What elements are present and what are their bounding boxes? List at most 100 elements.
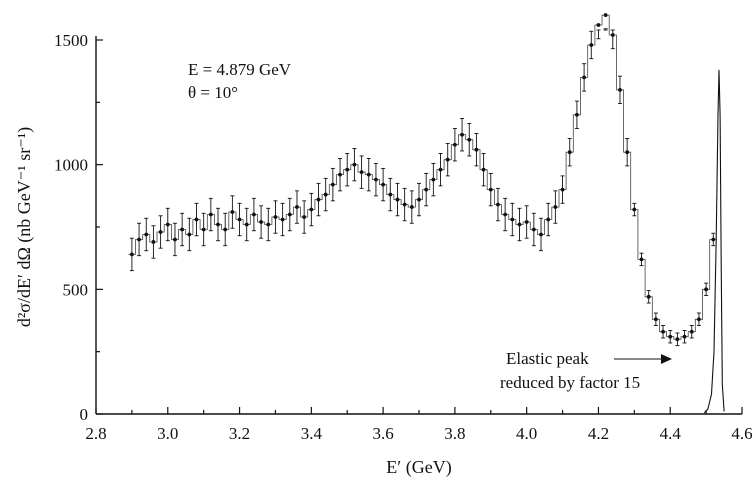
data-point	[546, 217, 551, 222]
data-point	[653, 317, 658, 322]
data-point	[374, 177, 378, 182]
tick-layer	[95, 36, 743, 415]
y-tick-label: 500	[63, 280, 89, 299]
annotation-layer: E = 4.879 GeV θ = 10° Elastic peak reduced …	[188, 60, 672, 392]
data-point	[603, 13, 608, 17]
data-point	[438, 167, 443, 172]
data-point	[632, 207, 637, 212]
data-point	[309, 207, 314, 212]
beam-energy-label: E = 4.879 GeV	[188, 60, 292, 79]
data-point	[596, 23, 601, 27]
data-point	[409, 205, 414, 209]
data-point	[517, 222, 522, 227]
data-point	[689, 329, 694, 334]
data-point	[682, 334, 687, 339]
elastic-peak-layer	[703, 69, 725, 414]
data-point	[359, 170, 364, 175]
data-point	[395, 197, 400, 202]
x-tick-label: 4.4	[660, 424, 682, 443]
data-point	[560, 187, 565, 192]
x-tick-label: 4.6	[731, 424, 752, 443]
data-point	[481, 167, 486, 172]
x-tick-label: 2.8	[85, 424, 106, 443]
data-point	[424, 187, 429, 192]
data-point	[575, 112, 579, 117]
data-point	[646, 294, 651, 299]
data-point	[510, 217, 515, 222]
data-point	[417, 197, 421, 202]
data-point	[208, 212, 213, 217]
data-point	[668, 334, 673, 339]
data-point	[553, 205, 558, 209]
y-tick-label: 0	[80, 405, 89, 424]
data-point	[316, 197, 321, 202]
data-point	[524, 220, 529, 224]
data-point	[589, 43, 594, 47]
data-point	[582, 75, 586, 80]
elastic-peak-label: Elastic peak	[506, 349, 589, 368]
data-point	[216, 222, 220, 227]
x-tick-label: 3.8	[444, 424, 465, 443]
scattering-angle-label: θ = 10°	[188, 83, 238, 102]
step-histogram	[128, 14, 717, 340]
data-point	[474, 147, 479, 152]
data-point	[531, 227, 536, 232]
data-point	[467, 137, 472, 142]
data-point	[488, 187, 493, 192]
data-point	[165, 222, 170, 227]
label-layer: 2.8 3.0 3.2 3.4 3.6 3.8 4.0 4.2 4.4 4.6 0 500 1000 15…	[14, 31, 753, 478]
data-point	[330, 182, 335, 187]
data-point	[345, 167, 350, 172]
data-point	[381, 182, 386, 187]
data-point	[323, 192, 328, 197]
data-point	[129, 252, 134, 257]
data-point	[539, 232, 543, 237]
x-tick-label: 3.2	[229, 424, 250, 443]
data-layer	[128, 13, 717, 346]
data-point	[302, 215, 307, 219]
data-point	[567, 150, 572, 155]
x-tick-label: 3.4	[301, 424, 323, 443]
elastic-factor-label: reduced by factor 15	[500, 373, 640, 392]
data-point	[295, 205, 299, 209]
data-point	[259, 220, 263, 224]
data-point	[460, 132, 464, 137]
data-point	[187, 232, 192, 237]
data-point	[287, 212, 292, 217]
data-point	[266, 222, 271, 227]
data-point	[625, 150, 630, 155]
data-point	[338, 172, 342, 177]
y-tick-label: 1500	[54, 31, 88, 50]
data-point	[180, 227, 185, 232]
data-point	[252, 212, 256, 217]
x-tick-label: 3.6	[372, 424, 393, 443]
data-point	[173, 237, 177, 242]
data-point	[352, 162, 357, 167]
elastic-arrow-head	[661, 354, 672, 364]
data-point	[711, 237, 716, 242]
data-point	[230, 210, 235, 214]
data-point	[610, 33, 615, 37]
data-point	[496, 202, 500, 207]
data-point	[273, 215, 278, 219]
x-axis-title: E′ (GeV)	[386, 457, 451, 478]
data-point	[675, 337, 680, 342]
data-point	[137, 237, 141, 242]
data-point	[388, 192, 393, 197]
data-point	[144, 232, 149, 237]
data-point	[402, 202, 407, 207]
data-point	[237, 217, 242, 222]
data-point	[697, 317, 701, 322]
data-point	[151, 240, 156, 244]
data-point	[704, 287, 709, 292]
data-point	[366, 172, 371, 177]
data-point	[661, 329, 665, 334]
data-point	[639, 257, 644, 262]
data-point	[452, 142, 457, 147]
data-point	[618, 87, 622, 92]
x-tick-label: 4.0	[516, 424, 537, 443]
data-point	[503, 212, 508, 217]
data-point	[445, 157, 450, 162]
y-tick-label: 1000	[54, 156, 88, 175]
